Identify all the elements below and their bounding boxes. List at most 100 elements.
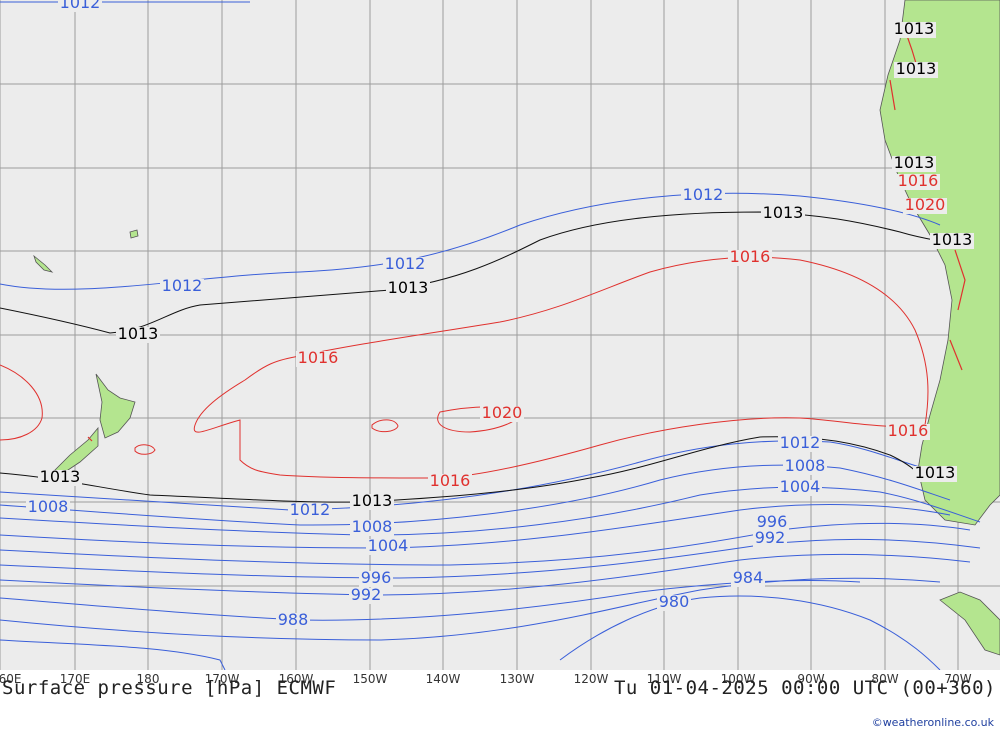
longitude-label: 60E [0, 672, 22, 686]
isobar-label-bg [753, 531, 787, 547]
isobar-label-992: 992 [351, 585, 382, 604]
isobar-label-bg [349, 588, 383, 604]
isobar-1020-nz [134, 444, 156, 455]
isobar-label-bg [38, 470, 82, 486]
longitude-label: 170W [204, 672, 240, 686]
isobar-label-1016: 1016 [898, 171, 939, 190]
isobar-label-1004: 1004 [780, 477, 821, 496]
isobar-label-980: 980 [659, 592, 690, 611]
isobar-label-bg [296, 351, 340, 367]
isobar-label-1008: 1008 [785, 456, 826, 475]
isobar-low-bottom-left [0, 639, 226, 670]
isobar-984 [0, 577, 941, 641]
map-panel[interactable]: 1012 1012 1012 1012 1013 1013 1013 1013 1016 1016… [0, 0, 1000, 670]
isobar-label-bg [894, 62, 938, 78]
isobar-label-bg [386, 281, 430, 297]
isobar-label-1012: 1012 [290, 500, 331, 519]
isobar-label-bg [116, 327, 160, 343]
isobar-label-bg [886, 424, 930, 440]
land-island-tonga [33, 254, 54, 273]
land-south-america-tip [939, 591, 1000, 656]
longitude-label: 110W [646, 672, 682, 686]
isobar-label-1013: 1013 [915, 463, 956, 482]
longitude-label: 90W [797, 672, 825, 686]
isobar-992 [0, 553, 971, 596]
isobar-1008-b [0, 486, 981, 536]
isobar-label-bg [359, 571, 393, 587]
map-title: Surface pressure [hPa] ECMWF [2, 677, 337, 699]
isobar-label-1012: 1012 [60, 0, 101, 12]
isobar-label-bg [26, 500, 70, 516]
isobar-label-984: 984 [733, 568, 764, 587]
isobar-label-bg [728, 250, 772, 266]
isobar-1012-south [0, 440, 931, 511]
valid-time: Tu 01-04-2025 00:00 UTC (00+360) [613, 677, 996, 699]
isobar-label-bg [480, 406, 524, 422]
isobar-label-1016: 1016 [730, 247, 771, 266]
isobar-1004 [0, 504, 951, 549]
longitude-label: 170E [59, 672, 91, 686]
isobar-1020-b [371, 419, 399, 433]
isobar-label-996: 996 [361, 568, 392, 587]
isobar-label-bg [366, 539, 410, 555]
longitude-label: 150W [352, 672, 388, 686]
isobar-label-1008: 1008 [352, 517, 393, 536]
isobar-label-988: 988 [278, 610, 309, 629]
isobar-label-1013: 1013 [388, 278, 429, 297]
isobar-label-bg [383, 257, 427, 273]
isobar-label-bg [681, 188, 725, 204]
isobar-label-bg [755, 515, 789, 531]
isobar-1013-north [0, 211, 946, 334]
isobar-1000 [0, 522, 971, 566]
isobar-label-992: 992 [755, 528, 786, 547]
isobar-1013-south [0, 436, 921, 503]
isobar-label-bg [778, 436, 822, 452]
isobar-label-1013: 1013 [894, 19, 935, 38]
isobar-label-bg [783, 459, 827, 475]
longitude-label: 80W [871, 672, 899, 686]
isobar-label-1012: 1012 [162, 276, 203, 295]
longitude-label: 180 [136, 672, 160, 686]
isobar-label-1013: 1013 [896, 59, 937, 78]
isobar-label-1016: 1016 [888, 421, 929, 440]
isobar-label-1013: 1013 [352, 491, 393, 510]
isobar-1008-a [0, 464, 951, 526]
isobar-label-bg [913, 466, 957, 482]
isobar-label-bg [731, 571, 765, 587]
isobar-label-bg [657, 595, 691, 611]
longitude-label: 70W [944, 672, 972, 686]
isobar-label-bg [428, 474, 472, 490]
land-nz-north [95, 373, 136, 439]
isobar-label-bg [350, 520, 394, 536]
longitude-label: 100W [720, 672, 756, 686]
isobar-label-bg [892, 156, 936, 172]
isobar-labels: 1012101210121012101310131013101310161016… [26, 0, 974, 629]
land-island-fiji [129, 229, 139, 239]
isobar-1016-west [0, 364, 43, 441]
isobar-996 [0, 538, 981, 579]
isobar-label-1016: 1016 [298, 348, 339, 367]
land-masses [33, 0, 1000, 656]
isobar-label-bg [761, 206, 805, 222]
isobar-label-bg [276, 613, 310, 629]
isobar-label-1013: 1013 [118, 324, 159, 343]
isobar-label-bg [350, 494, 394, 510]
isobar-label-bg [896, 174, 940, 190]
isobar-label-bg [778, 480, 822, 496]
land-south-america [879, 0, 1000, 526]
andes-relief [87, 29, 966, 442]
isobars-low [0, 1, 981, 670]
isobar-label-1016: 1016 [430, 471, 471, 490]
isobar-label-1013: 1013 [763, 203, 804, 222]
isobar-label-1012: 1012 [683, 185, 724, 204]
isobar-label-1020: 1020 [905, 195, 946, 214]
isobar-label-1004: 1004 [368, 536, 409, 555]
isobar-label-bg [903, 198, 947, 214]
isobar-label-1012: 1012 [780, 433, 821, 452]
longitude-label: 160W [278, 672, 314, 686]
longitude-label: 120W [573, 672, 609, 686]
isobar-label-bg [288, 503, 332, 519]
isobar-label-1013: 1013 [894, 153, 935, 172]
credit-link[interactable]: ©weatheronline.co.uk [871, 716, 994, 729]
isobar-label-bg [160, 279, 204, 295]
